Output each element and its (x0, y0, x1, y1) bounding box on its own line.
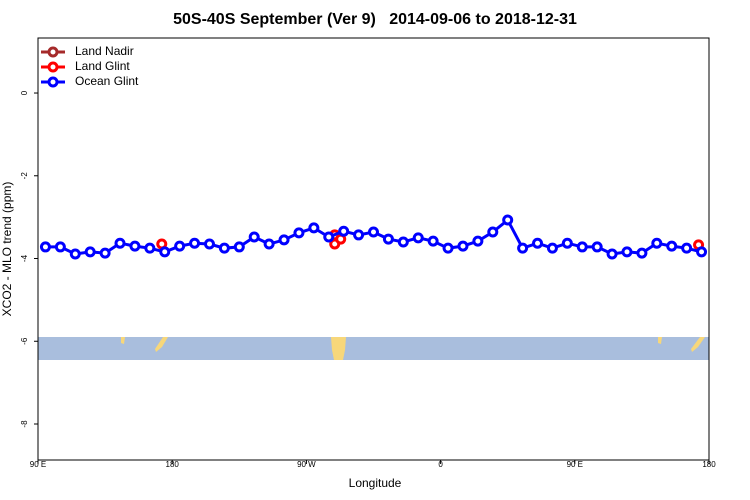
land-patch (691, 337, 705, 352)
legend-marker (47, 61, 59, 73)
y-tick-label: 0 (20, 90, 29, 95)
point (442, 242, 454, 254)
point (681, 242, 693, 254)
point (427, 235, 439, 247)
x-tick-label: 0 (438, 460, 443, 469)
point (561, 237, 573, 249)
point (546, 242, 558, 254)
plot-frame (37, 37, 710, 461)
legend-marker (47, 46, 59, 58)
point (517, 242, 529, 254)
point (457, 240, 469, 252)
point (114, 237, 126, 249)
point (338, 225, 350, 237)
point (39, 241, 51, 253)
point (636, 247, 648, 259)
point (472, 235, 484, 247)
point (189, 237, 201, 249)
point (144, 242, 156, 254)
point (502, 214, 514, 226)
chart-title: 50S-40S September (Ver 9) 2014-09-06 to … (173, 11, 577, 28)
point (666, 240, 678, 252)
legend-label: Ocean Glint (75, 74, 139, 88)
point (591, 241, 603, 253)
point (293, 227, 305, 239)
point (278, 234, 290, 246)
point (323, 231, 335, 243)
y-tick-label: -6 (20, 337, 29, 345)
point (576, 241, 588, 253)
land-patch (658, 337, 662, 344)
legend-marker (47, 76, 59, 88)
point (54, 241, 66, 253)
legend-label: Land Nadir (75, 44, 134, 58)
x-tick-label: 90 E (30, 460, 46, 469)
point (233, 241, 245, 253)
point (263, 238, 275, 250)
point (621, 246, 633, 258)
point (532, 237, 544, 249)
x-tick-label: 180 (702, 460, 716, 469)
legend-label: Land Glint (75, 59, 130, 73)
point (69, 248, 81, 260)
point (487, 226, 499, 238)
point (84, 246, 96, 258)
point (99, 247, 111, 259)
y-tick-label: -8 (20, 420, 29, 428)
x-tick-label: 90 E (567, 460, 583, 469)
y-tick-label: -4 (20, 254, 29, 262)
land-patch (121, 337, 125, 344)
x-tick-label: 180 (166, 460, 180, 469)
point (382, 233, 394, 245)
map-strip (38, 337, 709, 360)
point (651, 237, 663, 249)
y-tick-label: -2 (20, 172, 29, 180)
x-tick-label: 90 W (297, 460, 316, 469)
y-axis-label: XCO2 - MLO trend (ppm) (0, 182, 14, 317)
point (218, 242, 230, 254)
point (159, 246, 171, 258)
point (606, 248, 618, 260)
x-axis-label: Longitude (349, 476, 402, 490)
point (248, 231, 260, 243)
point (308, 222, 320, 234)
ocean-strip (38, 337, 709, 360)
point (353, 229, 365, 241)
land-patch (331, 337, 346, 360)
point (397, 236, 409, 248)
point (203, 238, 215, 250)
point (412, 232, 424, 244)
point (174, 240, 186, 252)
point (368, 226, 379, 238)
point (129, 240, 141, 252)
land-patch (155, 337, 168, 352)
point (696, 246, 708, 258)
